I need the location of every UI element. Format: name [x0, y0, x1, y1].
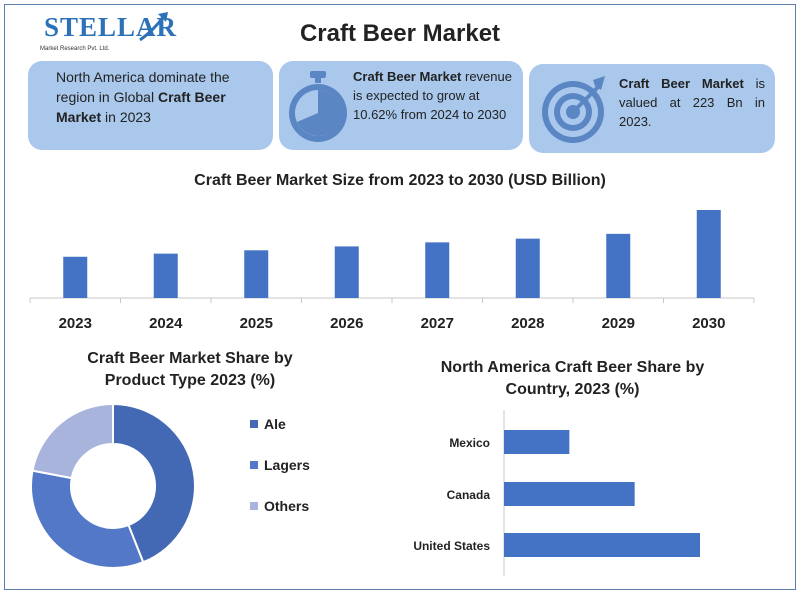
stellar-logo: STELLAR Market Research Pvt. Ltd.: [40, 10, 176, 58]
legend-swatch: [250, 461, 258, 470]
product-share-donut-chart: [30, 402, 196, 569]
x-tick-label: 2029: [602, 315, 635, 332]
logo-arrow-icon: [139, 12, 168, 42]
product-share-chart-title: Craft Beer Market Share by Product Type …: [87, 350, 293, 389]
x-tick-label: 2027: [421, 315, 454, 332]
logo-tagline: Market Research Pvt. Ltd.: [40, 46, 110, 52]
info-card-region: North America dominate the region in Glo…: [28, 61, 273, 150]
country-share-chart-title: North America Craft Beer Share by Countr…: [440, 359, 705, 398]
y-tick-label: United States: [413, 539, 490, 553]
x-tick-label: 2024: [149, 315, 183, 332]
legend-item-others: Others: [250, 498, 309, 514]
x-tick-label: 2023: [59, 315, 92, 332]
legend-label: Ale: [264, 416, 286, 432]
target-icon: [542, 76, 605, 143]
slice-others: [31, 402, 114, 480]
bar-2029: [606, 233, 631, 298]
bar-united-states: [504, 533, 700, 557]
bar-2023: [63, 256, 88, 298]
y-tick-label: Mexico: [449, 436, 490, 450]
info-card-value: Craft Beer Market is valued at 223 Bn in…: [529, 64, 775, 153]
page-title: Craft Beer Market: [299, 20, 501, 47]
card-value-text: Craft Beer Market is valued at 223 Bn in…: [619, 76, 766, 129]
bar-2028: [515, 238, 540, 298]
info-card-growth: Craft Beer Market revenue is expected to…: [279, 61, 523, 150]
legend-label: Lagers: [264, 457, 310, 473]
bar-2027: [425, 242, 450, 298]
y-tick-label: Canada: [447, 488, 491, 502]
slice-lagers: [30, 469, 145, 569]
x-tick-label: 2025: [240, 315, 273, 332]
legend-swatch: [250, 420, 258, 429]
x-tick-label: 2030: [692, 315, 725, 332]
x-tick-label: 2026: [330, 315, 363, 332]
bar-2030: [696, 210, 721, 298]
legend-item-lagers: Lagers: [250, 457, 310, 473]
card-growth-text: Craft Beer Market revenue is expected to…: [353, 69, 512, 122]
bar-canada: [504, 482, 635, 506]
bar-2026: [334, 246, 359, 298]
x-tick-label: 2028: [511, 315, 544, 332]
card-region-text: North America dominate the region in Glo…: [56, 69, 230, 125]
market-size-chart-title: Craft Beer Market Size from 2023 to 2030…: [194, 172, 606, 189]
market-size-bar-chart: 2023 2024 2025 2026 2027 2028 2029 2030: [29, 210, 755, 332]
legend-swatch: [250, 502, 258, 511]
bar-2024: [153, 253, 178, 298]
stopwatch-icon: [289, 71, 347, 142]
legend-item-ale: Ale: [250, 416, 286, 432]
infographic-frame: [4, 4, 796, 590]
legend-label: Others: [264, 498, 310, 514]
country-share-bar-chart: Mexico Canada United States: [413, 410, 700, 576]
slice-ale: [112, 402, 196, 564]
bar-2025: [244, 250, 269, 298]
bar-mexico: [504, 430, 570, 454]
